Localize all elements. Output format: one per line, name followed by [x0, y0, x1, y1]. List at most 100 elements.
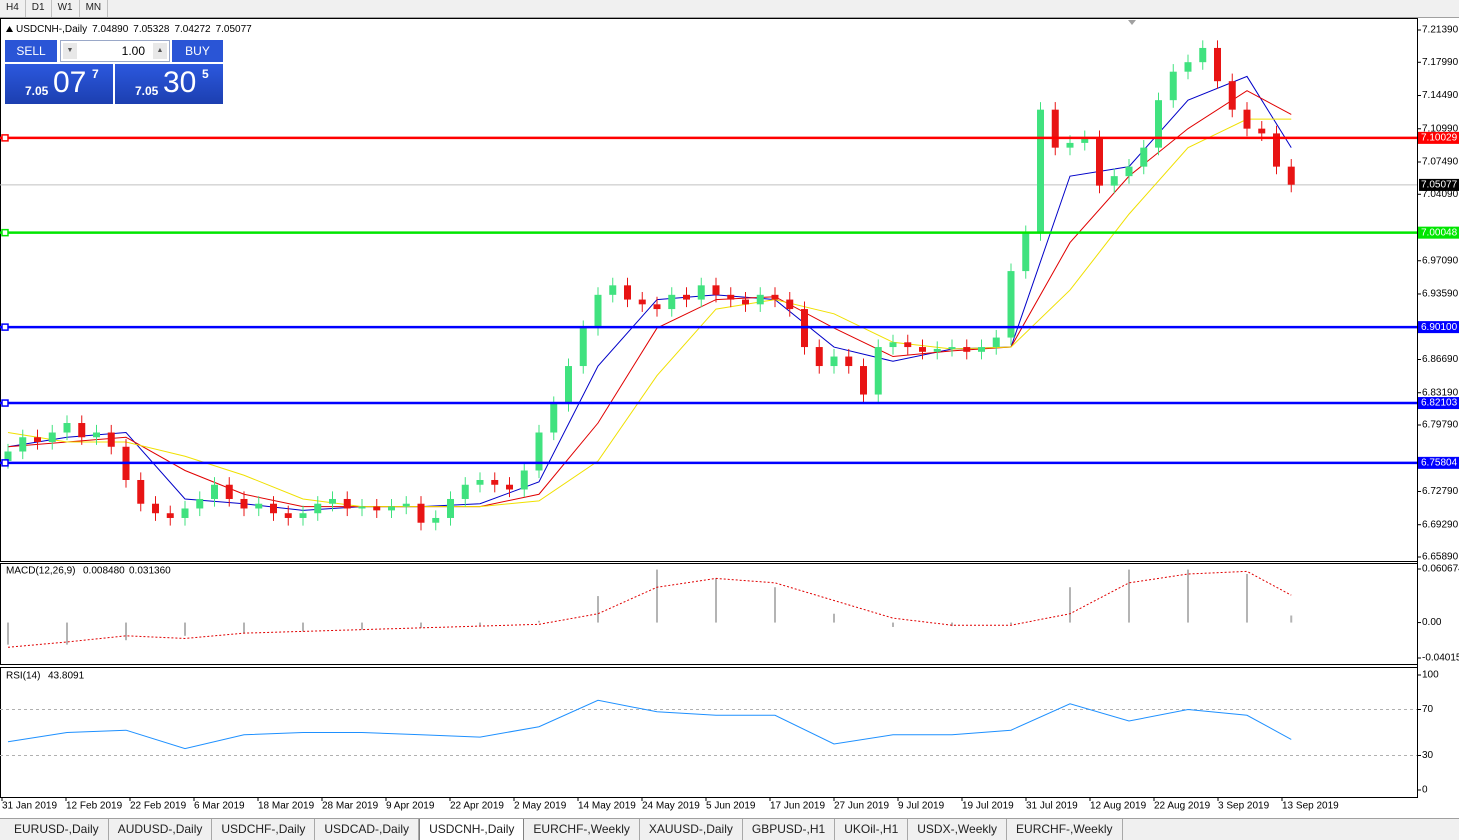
date-label: 22 Apr 2019 — [450, 801, 504, 812]
timeframe-button[interactable]: H4 — [0, 0, 26, 17]
buy-button[interactable]: BUY — [172, 40, 223, 62]
candle-body — [609, 285, 617, 295]
candle-body — [845, 356, 853, 367]
macd-tick-label: 0.00 — [1422, 617, 1442, 628]
y-tick-label: 6.93590 — [1422, 289, 1459, 300]
macd-bar — [66, 622, 68, 645]
sell-quote[interactable]: 7.05 07 7 — [5, 64, 113, 104]
chart-tab[interactable]: USDX-,Weekly — [908, 819, 1008, 840]
date-label: 14 May 2019 — [578, 801, 636, 812]
pane-frame — [0, 667, 1418, 798]
candle-body — [683, 294, 690, 300]
candle-body — [34, 437, 41, 443]
macd-readout: 0.008480 — [83, 566, 125, 577]
macd-bar — [656, 569, 658, 623]
price-main: 30 — [163, 66, 197, 99]
increase[interactable]: ▲ — [153, 43, 167, 59]
date-label: 9 Apr 2019 — [386, 801, 435, 812]
sell-button[interactable]: SELL — [5, 40, 57, 62]
candle-body — [712, 285, 720, 295]
macd-bar — [1187, 569, 1189, 623]
ohlc-value: 7.04890 — [92, 24, 129, 35]
candle-body — [963, 347, 971, 352]
macd-bar — [479, 622, 481, 627]
macd-bar — [597, 596, 599, 623]
macd-bar — [1246, 574, 1248, 623]
candle-body — [978, 347, 985, 352]
buy-quote[interactable]: 7.05 30 5 — [115, 64, 223, 104]
level-label: 7.10029 — [1421, 133, 1458, 144]
chart-tab[interactable]: XAUUSD-,Daily — [640, 819, 743, 840]
candle-body — [506, 484, 513, 490]
macd-label: MACD(12,26,9) — [6, 566, 75, 577]
level-handle — [1, 323, 9, 331]
level-box — [1418, 321, 1459, 334]
candle-body — [461, 484, 469, 499]
rsi-tick-label: 100 — [1422, 670, 1439, 681]
y-tick-label: 7.21390 — [1422, 25, 1459, 36]
candle-body — [432, 517, 440, 523]
candle-body — [1066, 142, 1074, 148]
macd-readout: 0.031360 — [129, 566, 171, 577]
candle-body — [668, 294, 676, 310]
candle-body — [255, 503, 263, 509]
y-tick-label: 6.79790 — [1422, 420, 1459, 431]
candle-body — [48, 432, 56, 443]
candle-body — [447, 498, 454, 518]
candle-body — [889, 342, 897, 348]
date-label: 18 Mar 2019 — [258, 801, 315, 812]
chart-tab[interactable]: USDCAD-,Daily — [315, 819, 420, 840]
timeframe-button[interactable]: W1 — [52, 0, 80, 17]
macd-bar — [951, 622, 953, 627]
scroll-marker — [1128, 20, 1136, 25]
candle-body — [152, 503, 159, 514]
candle-body — [933, 348, 941, 352]
chart-tab[interactable]: USDCNH-,Daily — [419, 819, 525, 840]
macd-bar — [184, 622, 186, 636]
chart-tab[interactable]: EURCHF-,Weekly — [524, 819, 640, 840]
volume-input[interactable]: ▼ 1.00 ▲ — [60, 40, 170, 62]
y-tick-label: 7.17990 — [1422, 57, 1459, 68]
macd-bar — [361, 622, 363, 630]
chart-tabs: EURUSD-,Daily AUDUSD-,Daily USDCHF-,Daily U… — [0, 818, 1459, 840]
chart-tab[interactable]: GBPUSD-,H1 — [743, 819, 836, 840]
candle-body — [594, 294, 602, 329]
level-label: 7.00048 — [1421, 227, 1458, 238]
rsi-label: RSI(14) — [6, 671, 40, 682]
candle-body — [1199, 47, 1207, 63]
date-label: 12 Feb 2019 — [66, 801, 123, 812]
chart-tab[interactable]: AUDUSD-,Daily — [109, 819, 213, 840]
candle-body — [1287, 166, 1295, 185]
timeframe-button[interactable]: D1 — [26, 0, 52, 17]
chart-tab[interactable]: UKOil-,H1 — [835, 819, 909, 840]
macd-bar — [125, 622, 127, 641]
date-label: 5 Jun 2019 — [706, 801, 756, 812]
candle-body — [520, 470, 528, 490]
candle-body — [1214, 47, 1221, 82]
price-frac: 5 — [202, 67, 209, 81]
price-frac: 7 — [92, 67, 99, 81]
ohlc-value: 7.05328 — [133, 24, 170, 35]
chart-header: USDCNH-,Daily 7.04890 7.05328 7.04272 7.0507… — [16, 24, 252, 35]
candle-body — [284, 513, 292, 518]
date-label: 6 Mar 2019 — [194, 801, 245, 812]
chart-tab[interactable]: USDCHF-,Daily — [212, 819, 316, 840]
rsi-line — [7, 699, 1292, 750]
timeframe-button[interactable]: MN — [80, 0, 109, 17]
chart-tab[interactable]: EURUSD-,Daily — [5, 819, 109, 840]
date-label: 22 Feb 2019 — [130, 801, 187, 812]
y-tick-label: 6.86690 — [1422, 354, 1459, 365]
candle-body — [1169, 71, 1177, 101]
date-label: 13 Sep 2019 — [1282, 801, 1339, 812]
decrease[interactable]: ▼ — [63, 43, 77, 59]
candle-body — [1022, 233, 1030, 272]
date-label: 31 Jan 2019 — [2, 801, 57, 812]
y-tick-label: 6.83190 — [1422, 387, 1459, 398]
date-label: 2 May 2019 — [514, 801, 567, 812]
chart-tab[interactable]: EURCHF-,Weekly — [1007, 819, 1123, 840]
timeframe-toolbar: H4 D1 W1 MN — [0, 0, 1459, 18]
candle-body — [1155, 100, 1162, 148]
y-tick-label: 6.65890 — [1422, 552, 1459, 563]
ohlc-value: 7.05077 — [216, 24, 253, 35]
